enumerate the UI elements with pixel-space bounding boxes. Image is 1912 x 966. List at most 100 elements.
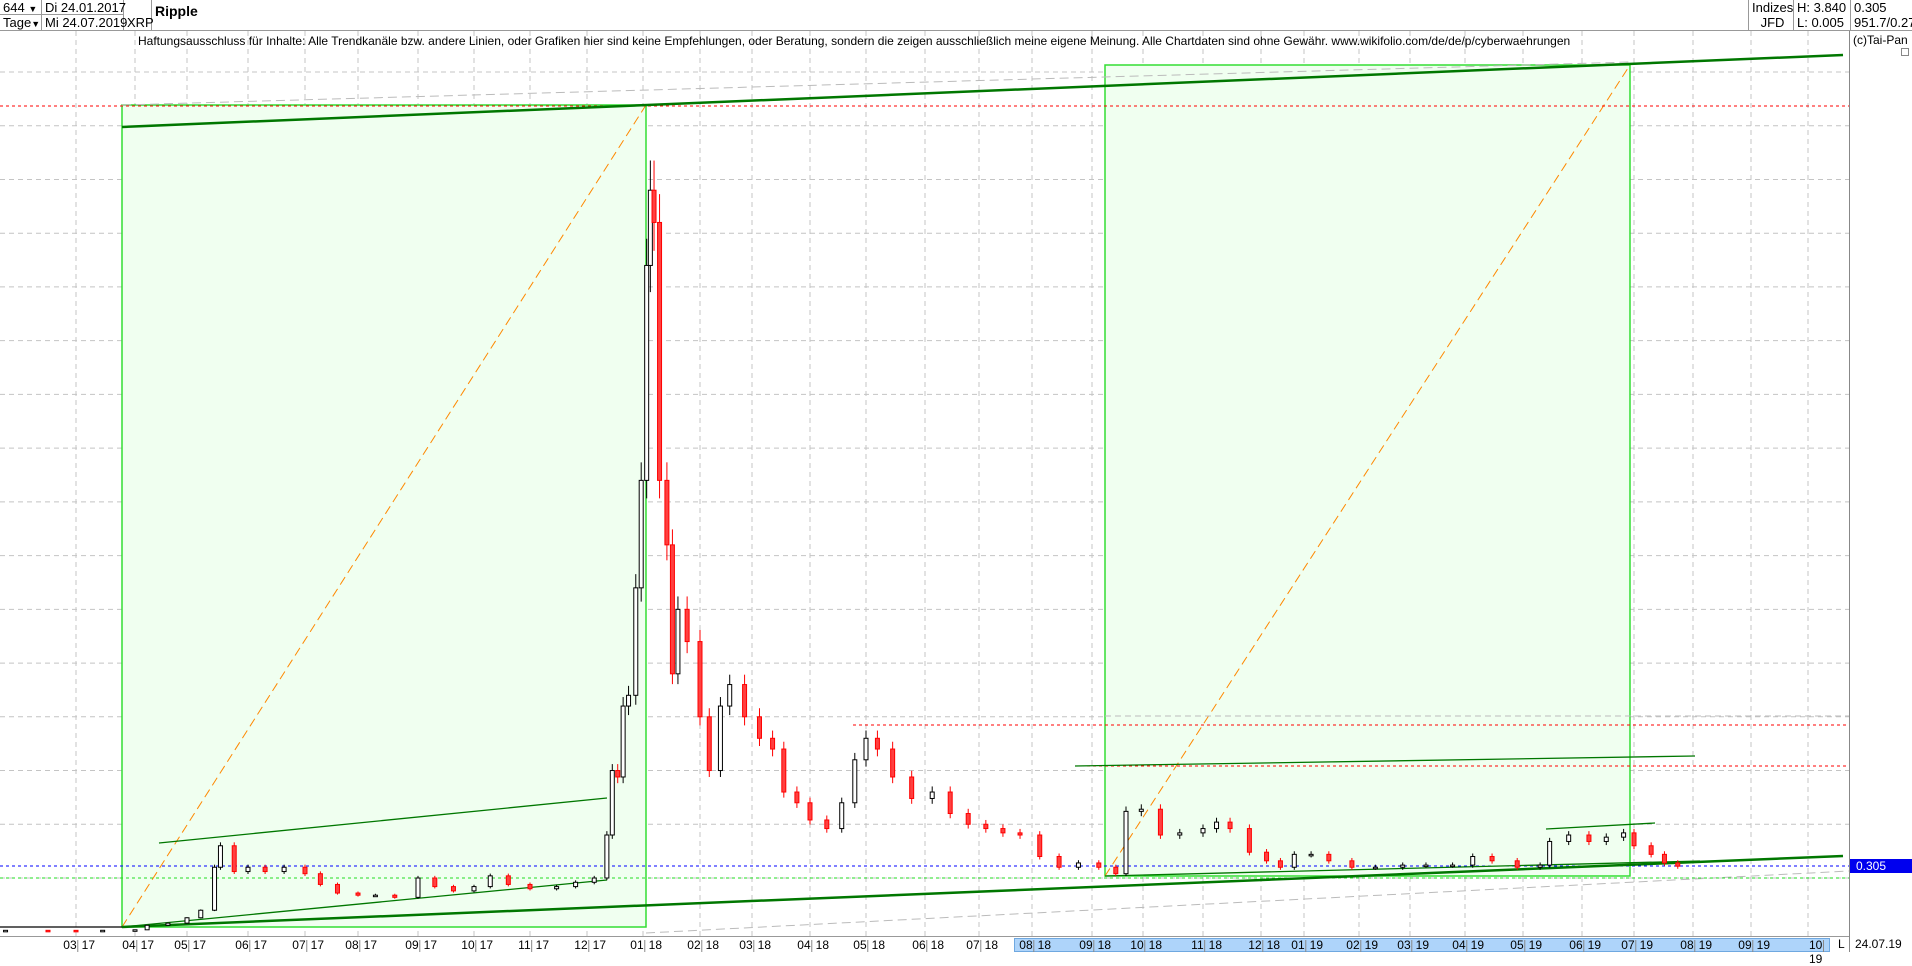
candle-down [302, 864, 308, 877]
candle-body [392, 894, 398, 898]
candle-up [1200, 824, 1206, 837]
candle-up [604, 831, 610, 881]
trendline-2017-upper[interactable] [158, 797, 608, 844]
candle-body [983, 823, 989, 830]
target-line-2[interactable] [1104, 64, 1631, 877]
candle-down [1113, 864, 1119, 877]
symbol: XRP [127, 15, 154, 30]
bar-count-value: 644 [3, 0, 25, 15]
candle-body [824, 819, 830, 830]
candle-down [45, 929, 51, 933]
trendline-2017-lower[interactable] [121, 879, 608, 928]
candle-up [1423, 862, 1429, 868]
gray-lower-line[interactable] [645, 870, 1849, 934]
candle-body [1450, 864, 1456, 868]
candle-down [1246, 824, 1252, 856]
high-value: H: 3.840 [1797, 0, 1847, 15]
candle-up [281, 864, 287, 874]
candle-body [770, 737, 776, 750]
tick-month: 06 [912, 938, 926, 952]
candle-body [929, 791, 935, 799]
caret-down-icon: ▼ [31, 19, 41, 29]
candle-body [839, 802, 845, 830]
candle-body [317, 873, 323, 885]
candle-body [697, 641, 703, 718]
candle-body [554, 886, 560, 890]
tick-mark [1694, 939, 1696, 952]
tick-mark [1262, 939, 1264, 952]
candle-body [626, 694, 632, 707]
candle-body [794, 791, 800, 804]
candle-up [1138, 804, 1144, 817]
tick-year: 18 [1097, 938, 1111, 952]
candle-body [651, 189, 657, 223]
x-tick-label: 08 18 [1017, 938, 1052, 952]
candle-body [1157, 808, 1163, 836]
candle-body [1470, 856, 1476, 866]
tick-mark [1033, 939, 1035, 952]
tick-mark [359, 939, 361, 952]
candle-body [609, 770, 615, 836]
date-from[interactable]: Di 24.01.2017 [42, 0, 126, 15]
tick-month: 07 [966, 938, 980, 952]
tick-mark [1583, 939, 1585, 952]
candle-body [1037, 834, 1043, 858]
tick-year: 19 [1528, 938, 1542, 952]
x-tick-label: 04 19 [1450, 938, 1485, 952]
candle-down [432, 875, 438, 889]
candle-up [727, 674, 733, 716]
x-tick-label: 08 19 [1678, 938, 1713, 952]
tick-year: 17 [81, 938, 95, 952]
candle-down [392, 893, 398, 899]
target-line-1[interactable] [121, 104, 647, 928]
candle-down [824, 815, 830, 833]
candle-body [669, 544, 675, 675]
candle-down [965, 808, 971, 829]
tick-month: 03 [63, 938, 77, 952]
tick-mark [753, 939, 755, 952]
candle-up [1291, 851, 1297, 870]
x-tick-label: 06 17 [233, 938, 268, 952]
candle-body [334, 883, 340, 894]
candle-body [1514, 860, 1520, 868]
date-range-cell[interactable]: Di 24.01.2017 Mi 24.07.2019 [42, 0, 128, 31]
minimize-box-icon[interactable] [1901, 48, 1909, 56]
tick-year: 19 [1415, 938, 1429, 952]
scale-mode-toggle[interactable]: L [1838, 937, 1845, 951]
upper-channel-line[interactable] [121, 53, 1844, 129]
candle-down [1326, 851, 1332, 864]
candle-body [756, 716, 762, 739]
tick-month: 12 [1248, 938, 1262, 952]
tick-year: 17 [423, 938, 437, 952]
trendline-2018-upper[interactable] [1074, 755, 1696, 767]
candle-body [1123, 810, 1129, 875]
tick-mark [644, 939, 646, 952]
candle-up [1123, 806, 1129, 877]
lower-channel-line[interactable] [121, 854, 1844, 929]
candle-body [1264, 851, 1270, 862]
candle-down [770, 730, 776, 757]
candle-down [317, 871, 323, 887]
bar-count-cell[interactable]: 644 ▼ Tage▼ [0, 0, 42, 31]
x-tick-label: 12 17 [572, 938, 607, 952]
candle-down [1277, 857, 1283, 870]
candle-body [1227, 821, 1233, 830]
price-chart[interactable]: 4.0003.7503.5003.2503.0002.7502.5002.250… [0, 31, 1849, 936]
time-axis[interactable]: 03 17 04 17 05 17 06 17 07 17 08 17 09 17 10 17 11 17 12 17… [0, 936, 1849, 966]
x-tick-label: 07 19 [1619, 938, 1654, 952]
candle-down [615, 764, 621, 784]
tick-year: 18 [757, 938, 771, 952]
tick-year: 18 [815, 938, 829, 952]
candle-body [1349, 860, 1355, 868]
bar-count-select[interactable]: 644 ▼ [0, 0, 41, 15]
tick-month: 08 [345, 938, 359, 952]
trendline-2019-upper[interactable] [1545, 822, 1656, 830]
candle-up [100, 929, 106, 933]
tick-mark [926, 939, 928, 952]
candle-up [184, 917, 190, 924]
period-select[interactable]: Tage▼ [0, 15, 41, 30]
x-tick-label: 01 18 [628, 938, 663, 952]
candle-up [132, 929, 138, 932]
date-to[interactable]: Mi 24.07.2019 [45, 15, 128, 30]
tick-year: 18 [984, 938, 998, 952]
